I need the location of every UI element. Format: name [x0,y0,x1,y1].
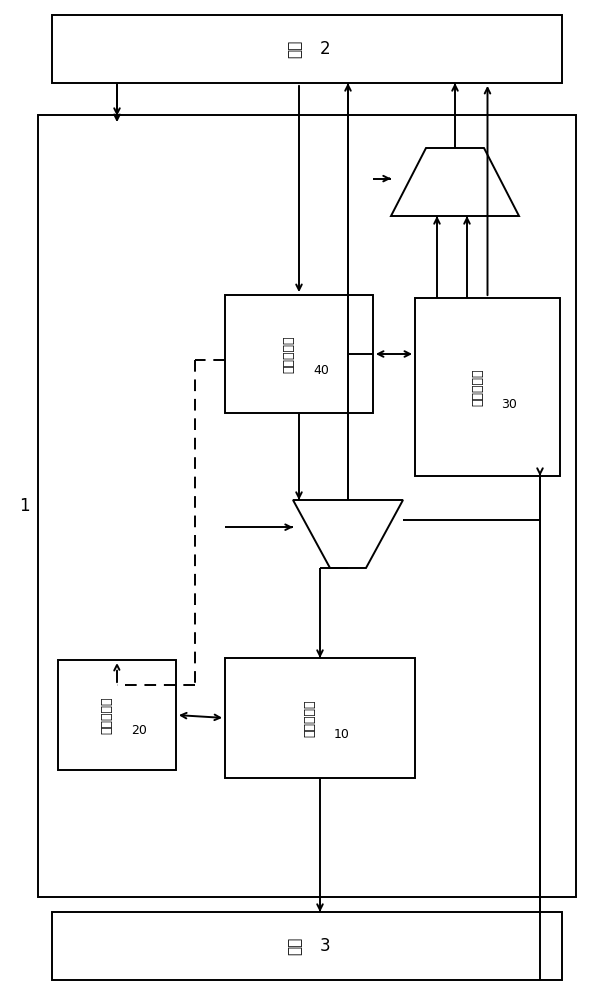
Polygon shape [391,148,519,216]
Text: 3: 3 [319,937,330,955]
Bar [225,295,373,413]
Text: 接收控制器: 接收控制器 [283,335,296,373]
Bar [38,115,576,897]
Text: 1: 1 [19,497,29,515]
Text: 传送缓冲器: 传送缓冲器 [304,699,316,737]
Bar [52,15,562,83]
Text: 传送控制器: 传送控制器 [100,696,113,734]
Text: 2: 2 [319,40,330,58]
Bar [58,660,176,770]
Bar [52,912,562,980]
Bar [225,658,415,778]
Text: 接收缓冲器: 接收缓冲器 [471,368,484,406]
Text: 10: 10 [334,728,350,740]
Text: 30: 30 [502,398,517,412]
Text: 网络: 网络 [288,937,302,955]
Polygon shape [293,500,403,568]
Text: 20: 20 [131,724,147,738]
Text: 主机: 主机 [288,40,302,58]
Text: 40: 40 [313,363,329,376]
Bar [415,298,560,476]
